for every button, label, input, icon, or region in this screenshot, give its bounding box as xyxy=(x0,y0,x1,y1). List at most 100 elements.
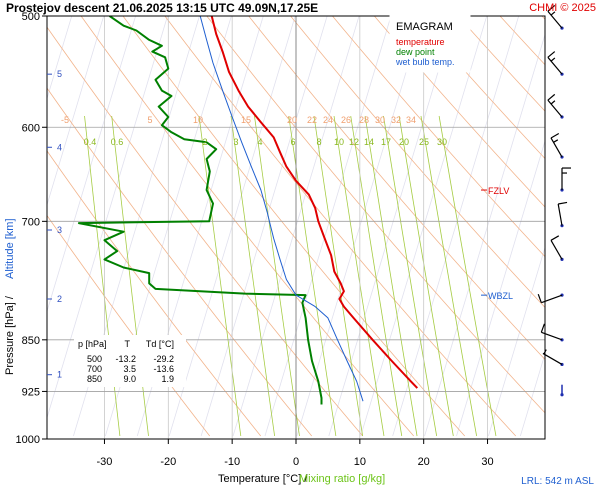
skewed-isotherm xyxy=(264,16,392,437)
table-cell-p: 850 xyxy=(87,374,102,384)
mixing-ratio-label: 8 xyxy=(316,137,321,147)
skewed-isotherm xyxy=(47,16,73,100)
altitude-tick-label: 3 xyxy=(57,225,62,235)
wind-barb-feather xyxy=(550,235,560,241)
x-tick-label: -30 xyxy=(97,456,113,468)
dry-adiabat xyxy=(47,26,364,437)
wind-barb xyxy=(547,93,564,119)
x-tick-label: 30 xyxy=(481,456,493,468)
y-tick-label: 500 xyxy=(22,11,40,23)
dry-adiabat xyxy=(47,150,262,437)
dry-adiabat-label: 34 xyxy=(406,115,416,125)
table-header-p: p [hPa] xyxy=(78,339,107,349)
mixing-ratio-line xyxy=(313,115,364,437)
table-header-t: T xyxy=(125,339,131,349)
dewpoint-profile xyxy=(77,16,323,405)
dry-adiabat xyxy=(541,16,545,20)
dry-adiabat-label: 10 xyxy=(193,115,203,125)
wind-barb-staff xyxy=(541,331,563,341)
values-table: p [hPa] T Td [°C] 500 -13.2 -29.2 700 3.… xyxy=(78,339,174,384)
chart-title: Prostejov descent 21.06.2025 13:15 UTC 4… xyxy=(6,1,318,15)
dry-adiabat xyxy=(415,16,545,160)
mixing-ratio-label: 20 xyxy=(399,137,409,147)
wind-barb xyxy=(550,235,564,261)
table-cell-td: -29.2 xyxy=(153,354,174,364)
mixing-ratio-label: 2 xyxy=(202,137,207,147)
table-cell-t: 3.5 xyxy=(123,364,136,374)
table-header-td: Td [°C] xyxy=(146,339,174,349)
y-tick-label: 700 xyxy=(22,216,40,228)
mixing-ratio-label: 17 xyxy=(381,137,391,147)
wind-barb-feather xyxy=(547,51,556,58)
wind-barb-staff xyxy=(547,99,563,118)
dry-adiabat xyxy=(584,16,600,436)
wind-barb-staff xyxy=(547,56,563,75)
skewed-isotherm xyxy=(519,352,545,437)
mixing-ratio-line xyxy=(254,115,300,437)
wind-barb-staff xyxy=(547,10,563,29)
altitude-tick-label: 5 xyxy=(57,69,62,79)
mixing-ratio-line xyxy=(230,115,276,437)
mixing-ratio-line xyxy=(350,115,403,437)
dry-adiabat-label: 22 xyxy=(307,115,317,125)
mixing-ratio-label: 3 xyxy=(233,137,238,147)
dry-adiabat xyxy=(206,16,545,414)
skewed-isotherm xyxy=(47,16,105,207)
wind-barb-feather xyxy=(547,93,556,101)
x-tick-label: 10 xyxy=(354,456,366,468)
dry-adiabat xyxy=(248,16,545,361)
wetbulb-profile xyxy=(199,16,364,402)
wind-barb xyxy=(542,349,564,367)
wind-barb-staff xyxy=(541,294,563,304)
x-axis-label-temperature: Temperature [°C] / xyxy=(218,473,308,485)
dry-adiabat-label: 15 xyxy=(241,115,251,125)
wind-barb-staff xyxy=(550,240,563,260)
chmi-credit: CHMI © 2025 xyxy=(529,2,596,14)
altitude-tick-label: 2 xyxy=(57,294,62,304)
mixing-ratio-line xyxy=(364,115,418,437)
fzlv-marker-label: FZLV xyxy=(488,186,509,196)
dry-adiabat-label: 26 xyxy=(341,115,351,125)
dry-adiabat-label: 5 xyxy=(147,115,152,125)
wind-barb-half-feather xyxy=(543,349,547,355)
wind-barb-staff xyxy=(550,137,563,158)
wind-barb xyxy=(550,132,564,159)
wind-barb-half-feather xyxy=(550,11,556,16)
y-tick-label: 925 xyxy=(22,386,40,398)
x-axis-label-mixing-ratio: Mixing ratio [g/kg] xyxy=(299,473,385,485)
table-cell-p: 500 xyxy=(87,354,102,364)
table-cell-t: -13.2 xyxy=(115,354,136,364)
mixing-ratio-label: 0.6 xyxy=(111,137,124,147)
dry-adiabat xyxy=(47,87,313,437)
wind-barb-feather xyxy=(547,4,556,12)
skewed-isotherm xyxy=(47,16,136,313)
dry-adiabat xyxy=(332,16,545,258)
legend-wetbulb: wet bulb temp. xyxy=(395,57,455,67)
legend-title: EMAGRAM xyxy=(396,21,453,33)
wind-barb xyxy=(537,293,564,304)
mixing-ratio-label: 14 xyxy=(364,137,374,147)
table-cell-t: 9.0 xyxy=(123,374,136,384)
mixing-ratio-label: 25 xyxy=(419,137,429,147)
y-axis-label-pressure: Pressure [hPa] / xyxy=(4,295,16,375)
mixing-ratio-label: 6 xyxy=(290,137,295,147)
mixing-ratio-label: 30 xyxy=(437,137,447,147)
dry-adiabat xyxy=(80,16,415,437)
x-tick-label: -20 xyxy=(160,456,176,468)
legend-temperature: temperature xyxy=(396,37,445,47)
mixing-ratio-label: 10 xyxy=(334,137,344,147)
wind-barb xyxy=(560,167,571,192)
x-tick-label: 20 xyxy=(418,456,430,468)
dry-adiabat-label: 28 xyxy=(359,115,369,125)
values-table-bg xyxy=(74,335,186,387)
skewed-isotherm xyxy=(488,246,545,437)
skewed-isotherm xyxy=(552,16,600,436)
background-grid xyxy=(47,16,600,439)
wind-barb-feather xyxy=(558,201,568,205)
x-tick-label: 0 xyxy=(293,456,299,468)
wind-barb-half-feather xyxy=(553,139,559,143)
profile-series xyxy=(77,16,419,405)
mixing-ratio-label: 0.4 xyxy=(84,137,97,147)
